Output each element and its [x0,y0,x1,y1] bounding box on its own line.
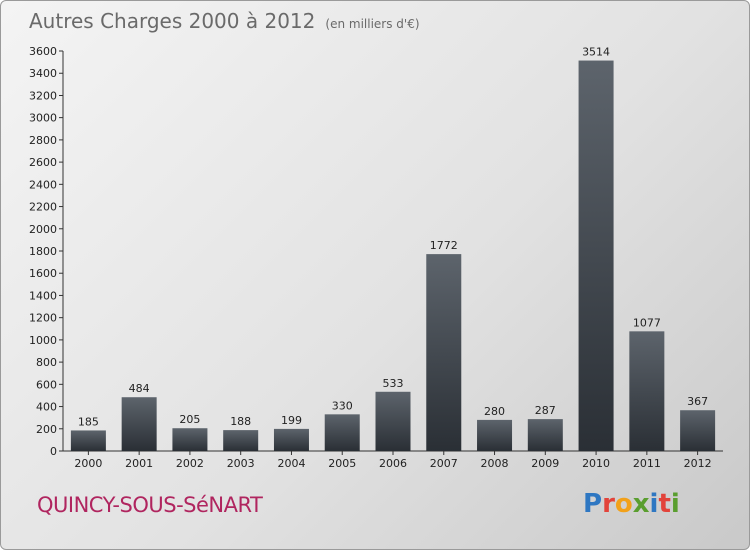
x-tick-label-2010: 2010 [582,457,610,470]
x-tick-label-2001: 2001 [125,457,153,470]
y-tick-label: 2200 [29,201,57,214]
city-name: QUINCY-SOUS-SéNART [37,493,263,517]
y-tick-label: 3600 [29,45,57,58]
value-label-2004: 199 [281,414,302,427]
x-tick-label-2007: 2007 [430,457,458,470]
y-tick-label: 0 [50,445,57,458]
bar-2003 [223,430,259,451]
x-tick-label-2003: 2003 [227,457,255,470]
x-tick-label-2012: 2012 [684,457,712,470]
y-tick-label: 1800 [29,245,57,258]
y-tick-label: 1200 [29,312,57,325]
value-label-2009: 287 [535,404,556,417]
y-tick-label: 2800 [29,134,57,147]
value-label-2010: 3514 [582,46,610,59]
bar-2011 [629,331,665,451]
y-tick-label: 1000 [29,334,57,347]
logo-letter: i [649,489,659,519]
y-tick-label: 2000 [29,223,57,236]
chart-subtitle: (en milliers d'€) [325,17,420,31]
value-label-2003: 188 [230,415,251,428]
x-tick-label-2000: 2000 [74,457,102,470]
y-tick-label: 200 [36,423,57,436]
x-tick-label-2005: 2005 [328,457,356,470]
title-line: Autres Charges 2000 à 2012 (en milliers d… [29,9,420,33]
value-label-2001: 484 [129,382,150,395]
y-tick-label: 3000 [29,112,57,125]
y-tick-label: 1600 [29,267,57,280]
logo-letter: o [614,489,633,519]
logo-letter: P [583,489,603,519]
value-label-2011: 1077 [633,316,661,329]
x-tick-label-2011: 2011 [633,457,661,470]
x-tick-label-2008: 2008 [481,457,509,470]
logo-letter: x [632,489,650,519]
x-tick-label-2002: 2002 [176,457,204,470]
bar-2007 [426,254,462,451]
bar-2000 [70,430,106,451]
y-tick-label: 2600 [29,156,57,169]
y-tick-label: 600 [36,378,57,391]
bar-2005 [324,414,360,451]
bars [70,60,716,452]
value-label-2000: 185 [78,415,99,428]
value-label-2002: 205 [179,413,200,426]
y-tick-label: 3400 [29,67,57,80]
bar-2009 [527,419,563,451]
value-label-2007: 1772 [430,239,458,252]
y-tick-label: 800 [36,356,57,369]
bar-2008 [477,419,513,451]
bar-2004 [273,428,309,451]
bar-2010 [578,60,614,452]
value-label-2006: 533 [383,377,404,390]
bar-2002 [172,428,208,451]
value-label-2012: 367 [687,395,708,408]
y-tick-label: 400 [36,401,57,414]
x-tick-label-2004: 2004 [277,457,305,470]
logo-letter: i [670,489,680,519]
chart-title: Autres Charges 2000 à 2012 [29,9,316,33]
bar-2012 [680,410,716,451]
x-tick-label-2009: 2009 [531,457,559,470]
logo-letter: t [658,489,671,519]
labels: 185 484 205 188 199 330 533 1772 280 287 3514 1077 3… [78,46,708,429]
logo-letter: r [602,489,615,519]
bar-2006 [375,391,411,451]
y-tick-label: 3200 [29,89,57,102]
proxiti-logo: Proxiti [583,489,680,519]
x-tick-label-2006: 2006 [379,457,407,470]
value-label-2008: 280 [484,405,505,418]
y-tick-label: 2400 [29,178,57,191]
value-label-2005: 330 [332,399,353,412]
axes: 0 200 400 600 800 1000 1200 1400 1600 1800 2000 220… [29,45,723,470]
bar-2001 [121,397,157,451]
y-tick-label: 1400 [29,289,57,302]
